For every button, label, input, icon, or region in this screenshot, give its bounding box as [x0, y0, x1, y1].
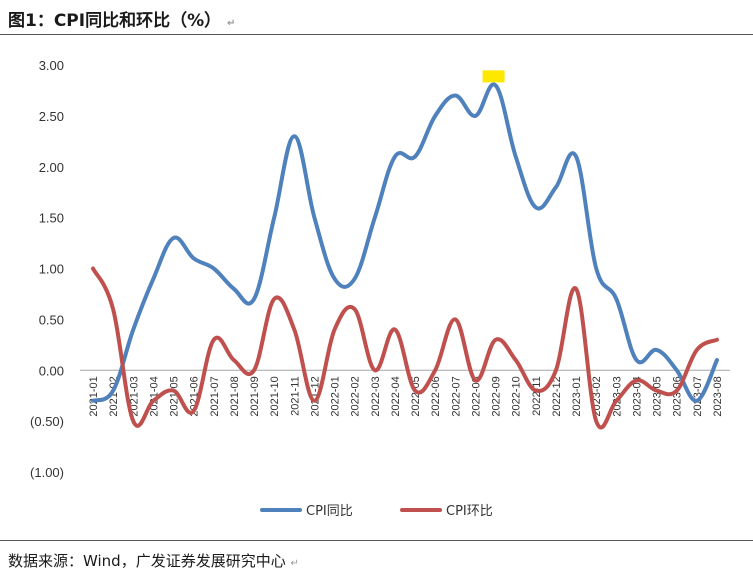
- bottom-rule: [0, 540, 753, 541]
- x-tick-label: 2021-09: [249, 376, 261, 416]
- x-tick-label: 2022-08: [470, 376, 482, 416]
- source-text: 数据来源：Wind，广发证券发展研究中心: [8, 552, 286, 570]
- x-tick-label: 2022-11: [531, 376, 543, 416]
- highlight-marker: [482, 70, 505, 83]
- series-line-cpi-yoy: [91, 82, 719, 403]
- figure-title: 图1：CPI同比和环比（%） ↵: [8, 6, 235, 31]
- x-tick-label: 2021-12: [309, 376, 321, 416]
- x-tick-label: 2022-01: [330, 376, 342, 416]
- top-rule: [0, 34, 753, 35]
- legend-label-cpi-yoy: CPI同比: [306, 504, 353, 519]
- y-tick-label: (0.50): [30, 414, 64, 429]
- x-tick-label: 2023-04: [631, 376, 643, 416]
- y-tick-label: 1.00: [39, 262, 64, 277]
- y-tick-label: 2.00: [39, 160, 64, 175]
- y-tick-label: 0.50: [39, 312, 64, 327]
- series-line-cpi-mom: [91, 266, 719, 430]
- x-tick-label: 2022-09: [491, 376, 503, 416]
- x-tick-label: 2022-12: [551, 376, 563, 416]
- y-tick-label: 0.00: [39, 363, 64, 378]
- y-tick-label: 3.00: [39, 58, 64, 73]
- x-tick-label: 2022-04: [390, 376, 402, 416]
- x-tick-label: 2021-01: [88, 376, 100, 416]
- x-tick-label: 2022-07: [450, 376, 462, 416]
- cpi-line-chart: 3.00 2.50 2.00 1.50 1.00 0.50 0.00 (0.50) (1.00)…: [30, 58, 730, 519]
- x-tick-label: 2023-07: [692, 376, 704, 416]
- figure-title-text: 图1：CPI同比和环比（%）: [8, 11, 222, 31]
- x-tick-label: 2021-11: [289, 376, 301, 416]
- series-layer: [91, 82, 719, 430]
- y-axis: 3.00 2.50 2.00 1.50 1.00 0.50 0.00 (0.50) (1.00): [30, 58, 64, 480]
- source-note: 数据来源：Wind，广发证券发展研究中心 ↵: [8, 550, 299, 571]
- x-tick-label: 2022-03: [370, 376, 382, 416]
- legend: CPI同比 CPI环比: [260, 504, 493, 519]
- marker-layer: [482, 70, 505, 83]
- x-tick-label: 2021-05: [169, 376, 181, 416]
- x-tick-label: 2021-08: [229, 376, 241, 416]
- x-tick-label: 2023-01: [571, 376, 583, 416]
- x-tick-label: 2023-08: [712, 376, 724, 416]
- y-tick-label: 1.50: [39, 211, 64, 226]
- paragraph-mark: ↵: [290, 558, 299, 569]
- x-tick-label: 2022-02: [350, 376, 362, 416]
- x-tick-label: 2021-10: [269, 376, 281, 416]
- x-tick-label: 2022-10: [511, 376, 523, 416]
- y-tick-label: (1.00): [30, 465, 64, 480]
- legend-label-cpi-mom: CPI环比: [446, 504, 493, 519]
- paragraph-mark: ↵: [227, 18, 236, 29]
- y-tick-label: 2.50: [39, 109, 64, 124]
- x-tick-label: 2023-05: [652, 376, 664, 416]
- x-tick-label: 2022-06: [430, 376, 442, 416]
- x-axis: 2021-01 2021-02 2021-03 2021-04 2021-05 2021-…: [80, 369, 730, 417]
- x-tick-label: 2021-07: [209, 376, 221, 416]
